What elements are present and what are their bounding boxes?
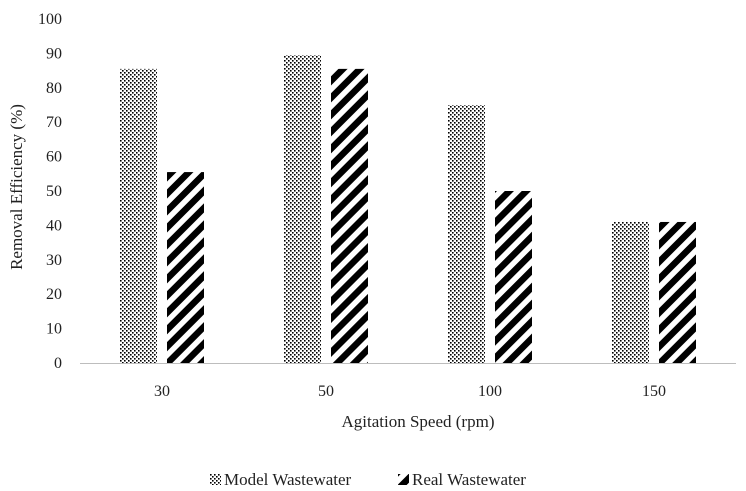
y-tick-label: 10 [46, 321, 62, 338]
bars [120, 55, 696, 364]
y-tick-label: 90 [46, 45, 62, 62]
x-tick-label: 150 [642, 383, 666, 400]
y-tick-label: 100 [38, 11, 62, 28]
legend-label-real: Real Wastewater [412, 470, 526, 489]
x-axis-ticks: 30 50 100 150 [154, 383, 666, 400]
y-tick-label: 30 [46, 252, 62, 269]
x-axis-title: Agitation Speed (rpm) [342, 412, 495, 431]
y-tick-label: 80 [46, 80, 62, 97]
y-tick-label: 0 [54, 355, 62, 372]
legend-label-model: Model Wastewater [224, 470, 352, 489]
x-tick-label: 30 [154, 383, 170, 400]
legend: Model Wastewater Real Wastewater [210, 470, 526, 489]
bar-model-30 [120, 68, 157, 363]
y-tick-label: 60 [46, 149, 62, 166]
bar-real-30 [167, 172, 204, 363]
y-tick-label: 40 [46, 217, 62, 234]
y-tick-label: 50 [46, 183, 62, 200]
bar-model-50 [284, 55, 321, 364]
bar-real-150 [659, 221, 696, 363]
y-axis-title: Removal Efficiency (%) [7, 104, 26, 270]
bar-model-150 [612, 221, 649, 363]
y-tick-label: 20 [46, 286, 62, 303]
x-tick-label: 50 [318, 383, 334, 400]
bar-real-100 [495, 191, 532, 363]
bar-real-50 [331, 68, 368, 363]
legend-swatch-real [398, 474, 409, 485]
y-tick-label: 70 [46, 114, 62, 131]
x-tick-label: 100 [478, 383, 502, 400]
y-axis-ticks: 0 10 20 30 40 50 60 70 80 90 100 [38, 11, 62, 372]
legend-swatch-model [210, 474, 221, 485]
bar-model-100 [448, 105, 485, 363]
